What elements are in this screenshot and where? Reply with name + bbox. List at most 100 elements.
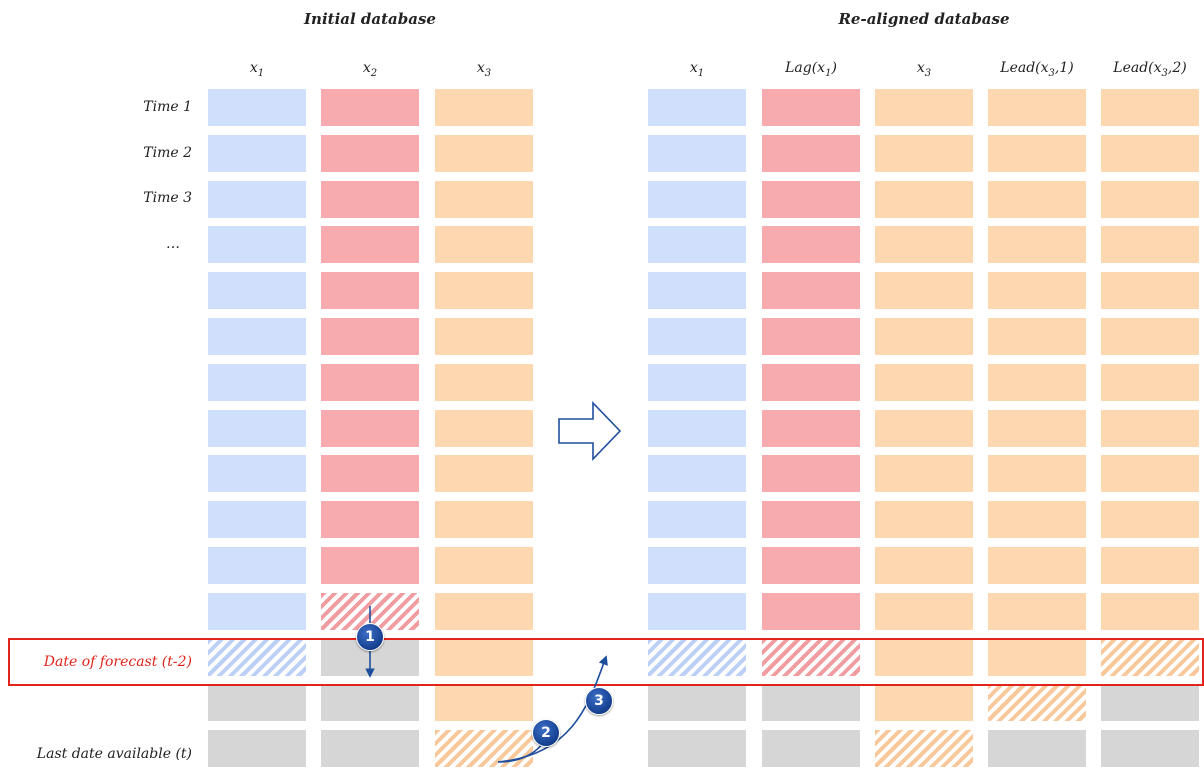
header-subscript: 2	[370, 67, 378, 79]
realigned-cell-r7-c5	[1101, 364, 1199, 401]
realigned-database-title: Re-aligned database	[838, 10, 1010, 28]
header-subscript: 1	[257, 67, 265, 79]
header-subscript: 1	[825, 67, 832, 79]
realigned-header-5: Lead(x3,2)	[1113, 60, 1186, 79]
realigned-cell-r11-c3	[875, 547, 973, 584]
header-subscript: 3	[1161, 67, 1168, 79]
realigned-cell-r15-c5	[1101, 730, 1199, 767]
initial-cell-r3-c1	[208, 181, 306, 218]
realigned-cell-r13-c4	[988, 639, 1086, 676]
realigned-cell-r11-c4	[988, 547, 1086, 584]
realigned-cell-r7-c2	[762, 364, 860, 401]
initial-cell-r11-c1	[208, 547, 306, 584]
realigned-cell-r10-c3	[875, 501, 973, 538]
initial-database-title: Initial database	[304, 10, 436, 28]
realigned-cell-r1-c5	[1101, 89, 1199, 126]
realigned-cell-r10-c4	[988, 501, 1086, 538]
realigned-cell-r5-c4	[988, 272, 1086, 309]
initial-cell-r15-c1	[208, 730, 306, 767]
realigned-cell-r14-c4	[988, 684, 1086, 721]
realigned-cell-r2-c5	[1101, 135, 1199, 172]
realigned-cell-r13-c1	[648, 639, 746, 676]
realigned-cell-r8-c2	[762, 410, 860, 447]
header-name: x	[249, 60, 258, 76]
realigned-cell-r3-c1	[648, 181, 746, 218]
header-name: Lead(x	[1000, 60, 1049, 76]
realigned-cell-r9-c1	[648, 455, 746, 492]
realigned-cell-r1-c3	[875, 89, 973, 126]
realigned-cell-r5-c2	[762, 272, 860, 309]
initial-cell-r8-c2	[321, 410, 419, 447]
initial-cell-r2-c1	[208, 135, 306, 172]
realigned-cell-r6-c2	[762, 318, 860, 355]
step-1-badge: 1	[356, 623, 384, 651]
transform-arrow-icon	[558, 401, 622, 461]
realigned-header-4: Lead(x3,1)	[1000, 60, 1073, 79]
header-subscript: 3	[1048, 67, 1055, 79]
row-label-time-1: Time 1	[143, 99, 192, 115]
initial-cell-r15-c3	[435, 730, 533, 767]
realigned-cell-r10-c5	[1101, 501, 1199, 538]
realigned-cell-r4-c4	[988, 226, 1086, 263]
realigned-cell-r12-c5	[1101, 593, 1199, 630]
initial-cell-r14-c2	[321, 684, 419, 721]
realigned-cell-r3-c2	[762, 181, 860, 218]
realigned-cell-r5-c3	[875, 272, 973, 309]
step-2-badge: 2	[532, 719, 560, 747]
realigned-cell-r15-c3	[875, 730, 973, 767]
forecast-date-highlight	[8, 638, 1204, 686]
realigned-cell-r7-c1	[648, 364, 746, 401]
initial-header-1: x1	[250, 60, 264, 79]
initial-cell-r3-c2	[321, 181, 419, 218]
row-label-last-date-available: Last date available (t)	[36, 746, 192, 762]
header-suffix: ,1)	[1054, 60, 1074, 76]
realigned-cell-r6-c4	[988, 318, 1086, 355]
realigned-cell-r15-c1	[648, 730, 746, 767]
realigned-cell-r11-c1	[648, 547, 746, 584]
initial-cell-r5-c3	[435, 272, 533, 309]
initial-cell-r12-c1	[208, 593, 306, 630]
initial-cell-r4-c2	[321, 226, 419, 263]
realigned-cell-r6-c1	[648, 318, 746, 355]
realigned-cell-r15-c2	[762, 730, 860, 767]
realigned-cell-r6-c3	[875, 318, 973, 355]
realigned-cell-r12-c2	[762, 593, 860, 630]
header-suffix: )	[831, 60, 837, 76]
realigned-header-2: Lag(x1)	[785, 60, 837, 79]
initial-cell-r11-c2	[321, 547, 419, 584]
initial-cell-r11-c3	[435, 547, 533, 584]
realigned-cell-r2-c3	[875, 135, 973, 172]
realigned-cell-r9-c4	[988, 455, 1086, 492]
realigned-cell-r4-c2	[762, 226, 860, 263]
realigned-cell-r8-c5	[1101, 410, 1199, 447]
header-subscript: 1	[697, 67, 705, 79]
realigned-cell-r14-c3	[875, 684, 973, 721]
realigned-cell-r11-c5	[1101, 547, 1199, 584]
header-name: x	[689, 60, 698, 76]
realigned-cell-r8-c3	[875, 410, 973, 447]
row-label-ellipsis: …	[166, 236, 180, 252]
initial-cell-r10-c2	[321, 501, 419, 538]
realigned-cell-r11-c2	[762, 547, 860, 584]
initial-cell-r1-c2	[321, 89, 419, 126]
initial-cell-r5-c2	[321, 272, 419, 309]
realigned-cell-r5-c5	[1101, 272, 1199, 309]
initial-cell-r4-c1	[208, 226, 306, 263]
realigned-cell-r6-c5	[1101, 318, 1199, 355]
initial-cell-r5-c1	[208, 272, 306, 309]
initial-header-3: x3	[477, 60, 491, 79]
realigned-cell-r14-c5	[1101, 684, 1199, 721]
realigned-cell-r3-c4	[988, 181, 1086, 218]
initial-cell-r7-c2	[321, 364, 419, 401]
initial-cell-r3-c3	[435, 181, 533, 218]
header-suffix: ,2)	[1167, 60, 1187, 76]
realigned-cell-r1-c4	[988, 89, 1086, 126]
realigned-cell-r5-c1	[648, 272, 746, 309]
initial-cell-r14-c3	[435, 684, 533, 721]
realigned-cell-r9-c5	[1101, 455, 1199, 492]
realigned-header-1: x1	[690, 60, 704, 79]
realigned-cell-r4-c1	[648, 226, 746, 263]
initial-cell-r6-c1	[208, 318, 306, 355]
initial-cell-r6-c2	[321, 318, 419, 355]
